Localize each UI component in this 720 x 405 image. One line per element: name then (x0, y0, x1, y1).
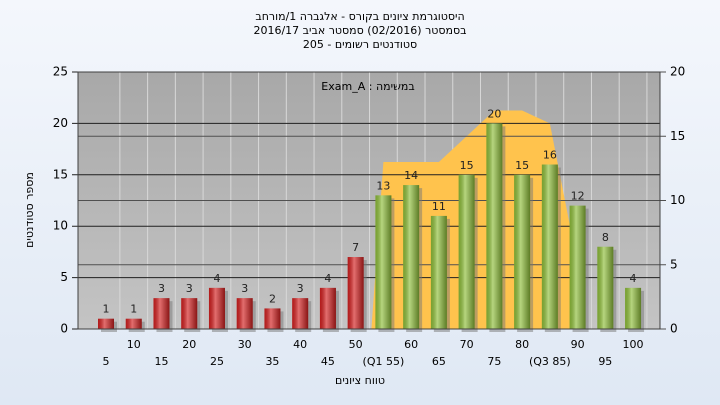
bar-shade (153, 298, 170, 329)
value-label: 1 (103, 303, 110, 316)
bar-shade (569, 205, 586, 329)
title-line: סטודנטים רשומים - 205 (303, 38, 417, 51)
x-tick-label: 100 (623, 338, 644, 351)
value-label: 15 (515, 159, 529, 172)
x-tick-label: 45 (321, 355, 335, 368)
value-label: 20 (487, 107, 501, 120)
plot-border (77, 71, 661, 330)
bar-shade (98, 318, 114, 329)
y2-tick-label: 5 (670, 257, 678, 271)
bar-shade (514, 174, 531, 329)
x-tick-label: 80 (515, 338, 529, 351)
x-tick-label: 50 (349, 338, 363, 351)
bar-shade (347, 257, 364, 329)
y-tick-label: 10 (53, 219, 68, 233)
y-tick-label: 0 (60, 322, 68, 336)
y2-tick-label: 20 (670, 65, 685, 79)
bar-shade (181, 298, 198, 329)
title-line: היסטוגרמת ציונים בקורס - אלגברה 1/מורחב (255, 10, 464, 23)
value-label: 7 (352, 241, 359, 254)
value-label: 4 (630, 272, 637, 285)
x-tick-label: (Q1 55) (363, 355, 405, 368)
annotation: במשימה : Exam_A (321, 80, 414, 93)
bar-shade (208, 287, 225, 329)
y-tick-label: 20 (53, 116, 68, 130)
x-tick-label: 75 (487, 355, 501, 368)
y-tick-label: 15 (53, 167, 68, 181)
x-axis-title: טווח ציונים (335, 374, 385, 387)
value-label: 3 (186, 282, 193, 295)
x-tick-label: 30 (238, 338, 252, 351)
x-tick-label: (Q3 85) (529, 355, 571, 368)
x-tick-label: 40 (293, 338, 307, 351)
bar-shade (375, 195, 392, 329)
bar-shade (292, 298, 309, 329)
value-label: 8 (602, 231, 609, 244)
value-label: 3 (241, 282, 248, 295)
value-label: 12 (571, 190, 585, 203)
bar-shade (264, 308, 281, 329)
bar-shade (319, 287, 336, 329)
bar-shade (625, 287, 642, 329)
x-tick-label: 70 (460, 338, 474, 351)
x-tick-label: 65 (432, 355, 446, 368)
value-label: 13 (376, 179, 390, 192)
y-tick-label: 25 (53, 65, 68, 79)
bar-shade (486, 123, 503, 330)
y-axis-title: מספר סטודנטים (23, 172, 36, 248)
bar-shade (430, 215, 447, 329)
bar-shade (403, 185, 420, 329)
value-label: 2 (269, 292, 276, 305)
x-tick-label: 20 (182, 338, 196, 351)
y2-tick-label: 0 (670, 322, 678, 336)
title-line: בסמסטר (02/2016) סמסטר אביב 2016/17 (253, 24, 466, 37)
bar-shade (458, 174, 475, 329)
value-label: 11 (432, 200, 446, 213)
value-label: 14 (404, 169, 418, 182)
y2-tick-label: 15 (670, 129, 685, 143)
x-tick-label: 15 (154, 355, 168, 368)
value-label: 15 (460, 159, 474, 172)
value-label: 4 (213, 272, 220, 285)
value-label: 1 (130, 303, 137, 316)
x-tick-label: 35 (265, 355, 279, 368)
x-tick-label: 95 (598, 355, 612, 368)
bar-shade (541, 164, 558, 329)
y-tick-label: 5 (60, 270, 68, 284)
x-tick-label: 5 (103, 355, 110, 368)
x-tick-label: 60 (404, 338, 418, 351)
bar-shade (125, 318, 142, 329)
value-label: 3 (297, 282, 304, 295)
x-tick-label: 90 (571, 338, 585, 351)
value-label: 16 (543, 149, 557, 162)
y2-tick-label: 10 (670, 193, 685, 207)
x-tick-label: 25 (210, 355, 224, 368)
bar-shade (597, 246, 614, 329)
value-label: 3 (158, 282, 165, 295)
value-label: 4 (324, 272, 331, 285)
bar-shade (236, 298, 253, 329)
x-tick-label: 10 (127, 338, 141, 351)
